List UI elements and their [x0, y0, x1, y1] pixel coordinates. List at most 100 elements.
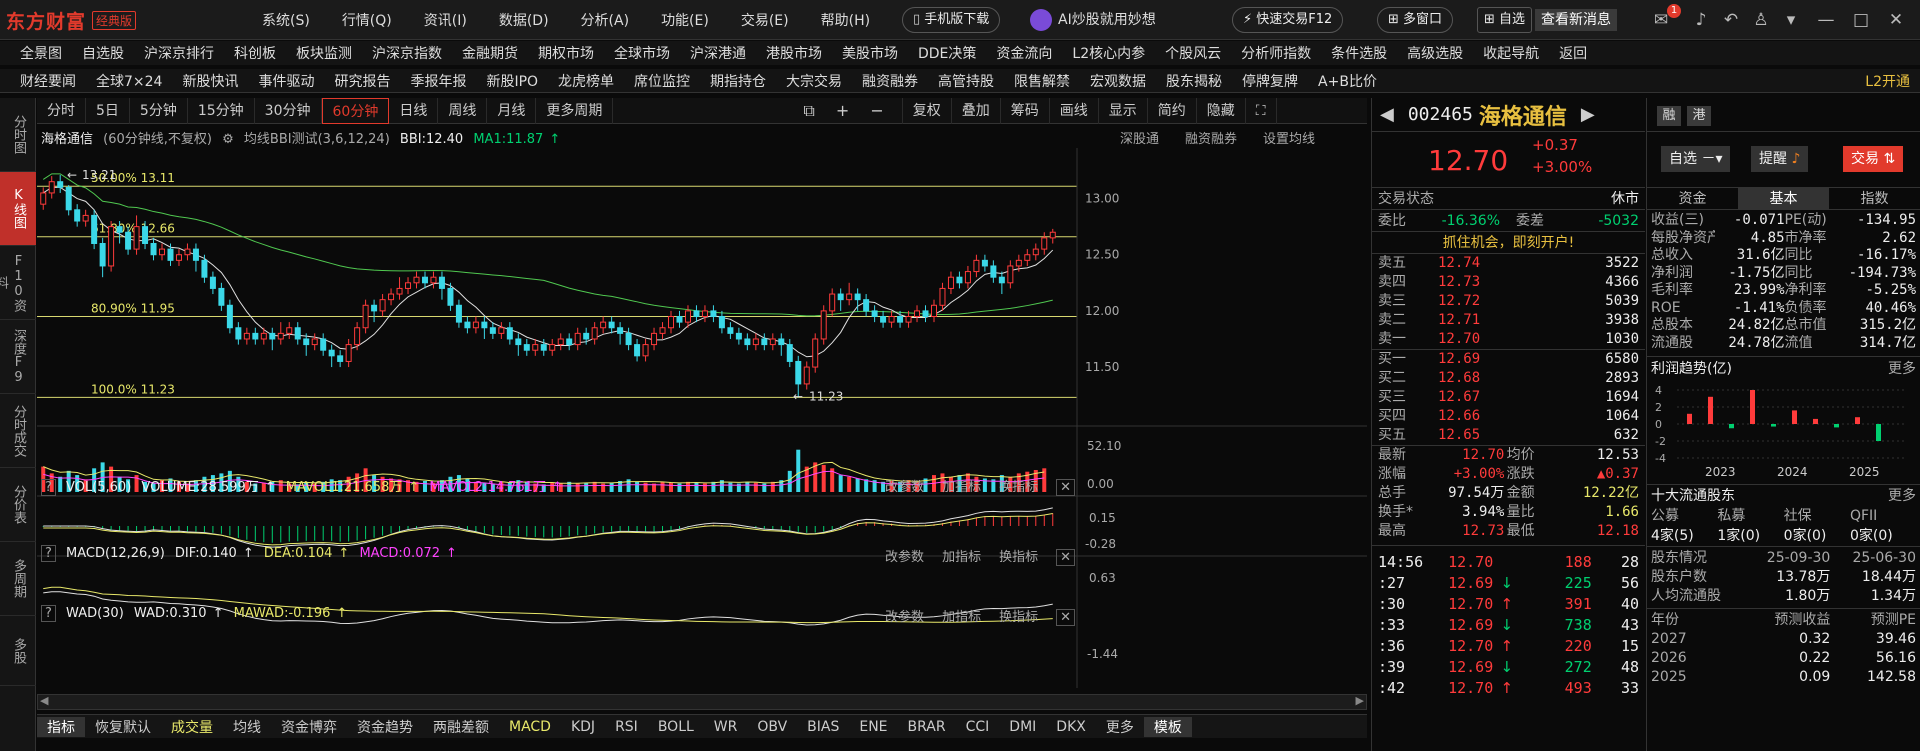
candle[interactable] [413, 276, 420, 284]
candle[interactable] [684, 310, 691, 323]
nav-item[interactable]: 融资融券 [862, 73, 919, 90]
sidebar-item[interactable]: 分价表 [0, 468, 36, 542]
candle[interactable] [540, 344, 547, 351]
period-tab[interactable]: 60分钟 [321, 97, 390, 124]
maximize-icon[interactable]: □ [1852, 10, 1870, 30]
period-tab[interactable]: 日线 [389, 97, 439, 124]
candle[interactable] [676, 316, 683, 323]
period-tab[interactable]: 15分钟 [188, 97, 255, 124]
nav-item[interactable]: 研究报告 [334, 73, 391, 90]
candle[interactable] [57, 181, 64, 188]
nav-item[interactable]: 分析师指数 [1241, 46, 1312, 62]
order-row[interactable]: 买二 12.68 2893 [1372, 369, 1645, 388]
nav-item[interactable]: 全球7×24 [96, 73, 163, 90]
candle[interactable] [337, 355, 344, 362]
indicator-tab[interactable]: 恢复默认 [95, 719, 151, 736]
candle[interactable] [735, 332, 742, 340]
fin-tab[interactable]: 基本 [1738, 188, 1829, 209]
candle[interactable] [218, 287, 225, 306]
help-icon[interactable]: ? [41, 605, 56, 622]
candle[interactable] [897, 316, 904, 323]
view-news-button[interactable]: 查看新消息 [1535, 9, 1617, 31]
candle[interactable] [566, 338, 573, 346]
period-tab[interactable]: 更多周期 [536, 97, 614, 124]
nav-item[interactable]: 龙虎榜单 [558, 73, 615, 90]
open-account-link[interactable]: 抓住机会，即刻开户! [1372, 232, 1645, 254]
candle[interactable] [973, 259, 980, 273]
candle[interactable] [1024, 254, 1031, 261]
top10-more[interactable]: 更多 [1888, 488, 1916, 504]
nav-item[interactable]: 宏观数据 [1090, 73, 1147, 90]
candle[interactable] [303, 338, 310, 346]
nav-item[interactable]: 科创板 [234, 46, 276, 62]
candle[interactable] [727, 327, 734, 334]
candle[interactable] [201, 259, 208, 278]
multi-window-button[interactable]: ⊞ 多窗口 [1377, 7, 1454, 33]
chart-tool[interactable]: 隐藏 [1197, 97, 1246, 124]
close-icon[interactable]: ✕ [1888, 10, 1904, 30]
scroll-right-icon[interactable]: ▶ [1355, 694, 1364, 707]
order-row[interactable]: 卖三 12.72 5039 [1372, 292, 1645, 311]
nav-item[interactable]: 港股市场 [766, 46, 822, 62]
shirt-icon[interactable]: ♙ [1753, 10, 1769, 30]
nav-item[interactable]: A+B比价 [1318, 73, 1377, 90]
candle[interactable] [125, 231, 132, 250]
candle[interactable] [48, 181, 55, 194]
nav-item[interactable]: 沪深京指数 [372, 46, 442, 62]
chart-tool[interactable]: 叠加 [952, 97, 1001, 124]
candle[interactable] [209, 276, 216, 289]
nav-item[interactable]: 新股IPO [486, 73, 539, 90]
nav-item[interactable]: 高级选股 [1407, 46, 1464, 62]
candle[interactable] [1041, 237, 1048, 250]
chart-scrollbar[interactable]: ◀ ▶ [37, 694, 1367, 710]
candle[interactable] [778, 338, 785, 346]
menu-item[interactable]: 功能(E) [661, 13, 709, 29]
indicator-name[interactable]: 均线BBI测试(3,6,12,24) [243, 132, 390, 147]
sidebar-item[interactable]: F10资料 [0, 246, 36, 320]
panel-button[interactable]: 加指标 [942, 610, 982, 625]
menu-item[interactable]: 分析(A) [580, 13, 630, 29]
candle[interactable] [642, 344, 649, 357]
candle[interactable] [718, 316, 725, 329]
fullscreen-icon[interactable]: ⛶ [1246, 97, 1277, 124]
nav-item[interactable]: L2核心内参 [1072, 46, 1146, 62]
candle[interactable] [447, 287, 454, 306]
candle[interactable] [184, 248, 191, 256]
sidebar-item[interactable]: 多股 [0, 616, 36, 686]
candle[interactable] [651, 332, 658, 346]
chart-tool[interactable]: 画线 [1050, 97, 1099, 124]
nav-item[interactable]: 席位监控 [634, 73, 691, 90]
nav-item[interactable]: 全景图 [20, 46, 62, 62]
period-tab[interactable]: 5分钟 [130, 97, 188, 124]
period-tab[interactable]: 月线 [487, 97, 537, 124]
menu-item[interactable]: 交易(E) [740, 13, 789, 29]
candle[interactable] [964, 271, 971, 284]
sidebar-item[interactable]: 分时成交 [0, 394, 36, 468]
indicator-tab[interactable]: 两融差额 [433, 719, 489, 736]
candle[interactable] [625, 332, 632, 346]
minimize-icon[interactable]: — [1817, 10, 1835, 30]
chart-link[interactable]: 设置均线 [1262, 132, 1315, 147]
indicator-tab[interactable]: DKX [1056, 718, 1086, 735]
candle[interactable] [574, 332, 581, 346]
candle[interactable] [837, 293, 844, 301]
candle[interactable] [362, 304, 369, 329]
candle[interactable] [930, 304, 937, 318]
indicator-tab[interactable]: 模板 [1143, 716, 1192, 737]
order-row[interactable]: 买四 12.66 1064 [1372, 407, 1645, 426]
nav-item[interactable]: 全球市场 [614, 46, 670, 62]
candle[interactable] [286, 327, 293, 334]
trade-button[interactable]: 交易 ⇅ [1843, 146, 1904, 172]
candle[interactable] [108, 226, 115, 267]
indicator-tab[interactable]: ENE [859, 718, 888, 735]
candle[interactable] [472, 321, 479, 329]
candle[interactable] [328, 349, 335, 357]
nav-item[interactable]: 个股风云 [1165, 46, 1222, 62]
close-icon[interactable]: ✕ [1056, 549, 1075, 566]
candle[interactable] [956, 276, 963, 284]
candle[interactable] [99, 242, 106, 267]
candle[interactable] [438, 276, 445, 289]
nav-item[interactable]: 股东揭秘 [1166, 73, 1223, 90]
period-tab[interactable]: 5日 [86, 97, 130, 124]
panel-button[interactable]: 改参数 [885, 480, 925, 495]
